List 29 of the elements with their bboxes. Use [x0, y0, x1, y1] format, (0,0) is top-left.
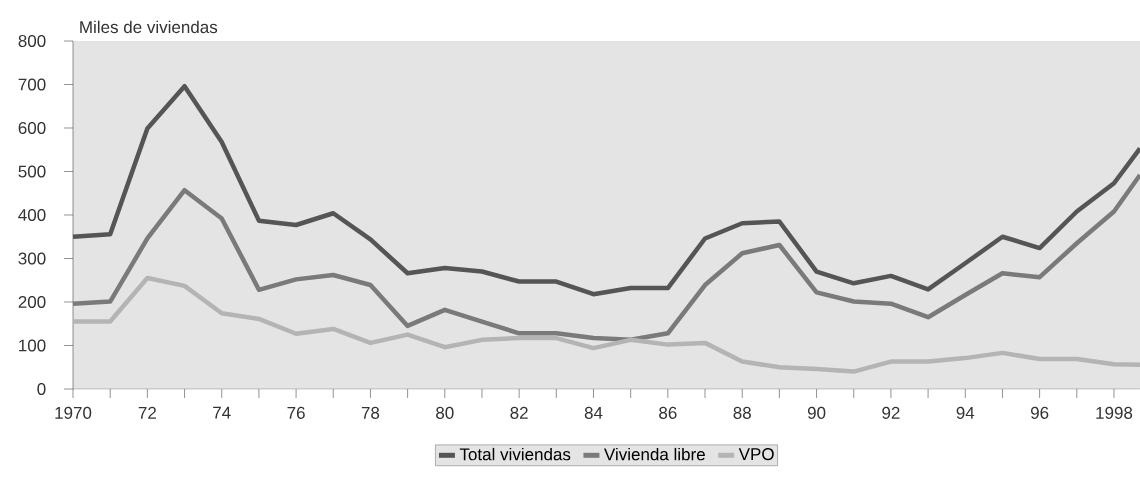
x-tick-label: 76	[287, 406, 305, 419]
y-tick-label: 200	[18, 295, 46, 309]
x-tick-label: 96	[1030, 406, 1049, 419]
y-tick-label: 300	[18, 252, 46, 265]
x-tick-label: 84	[584, 406, 603, 419]
y-tick-label: 500	[18, 165, 46, 178]
y-tick-label: 800	[18, 34, 46, 48]
y-tick-label: 400	[18, 208, 46, 222]
x-tick-label: 74	[213, 406, 231, 419]
line-series	[70, 172, 1140, 343]
x-tick-label: 88	[733, 406, 751, 419]
legend-label: Total viviendas	[459, 447, 571, 461]
legend-label: VPO	[738, 448, 774, 461]
x-tick-label: 82	[510, 406, 528, 419]
x-tick-label: 90	[807, 406, 826, 419]
x-tick-label: 78	[361, 406, 380, 419]
y-tick-label: 0	[37, 382, 46, 396]
y-tick-label: 700	[18, 78, 46, 91]
x-tick-label: 1998	[1096, 406, 1133, 419]
y-axis-title: Miles de viviendas	[80, 20, 218, 34]
x-tick-label: 92	[882, 406, 900, 419]
y-tick-label: 600	[18, 121, 46, 135]
legend-label: Vivienda libre	[604, 447, 705, 461]
x-tick-label: 86	[659, 406, 677, 419]
x-tick-label: 72	[138, 406, 156, 419]
y-tick-label: 100	[19, 339, 46, 352]
x-tick-label: 1970	[55, 406, 92, 419]
x-tick-label: 94	[956, 406, 975, 419]
x-tick-label: 80	[436, 406, 454, 419]
